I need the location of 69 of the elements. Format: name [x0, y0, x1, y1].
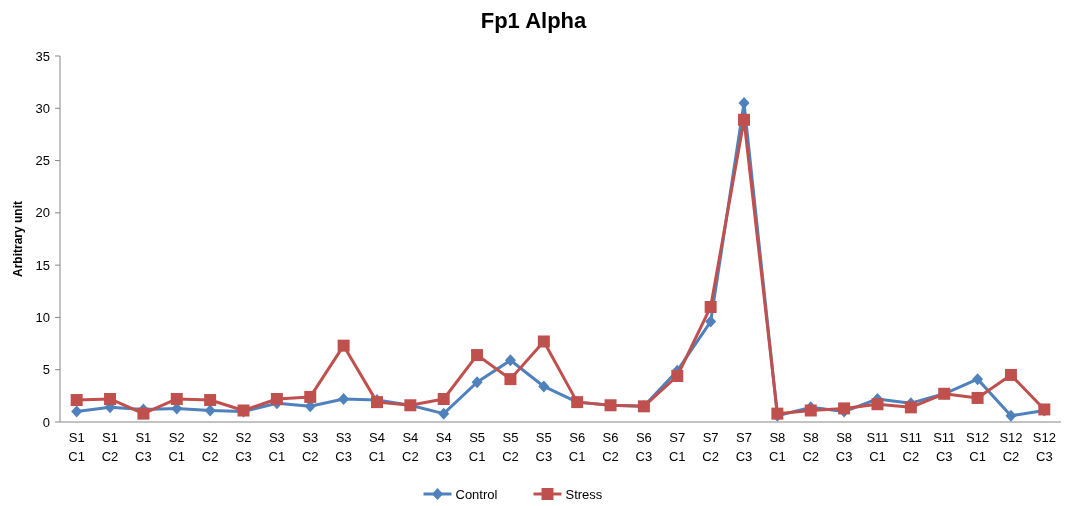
point [971, 391, 984, 404]
y-tick-label: 5 [42, 362, 50, 378]
y-tick-label: 15 [35, 257, 50, 273]
x-tick-label: S1 C2 [101, 430, 119, 464]
y-axis-title: Arbitrary unit [11, 200, 25, 278]
x-tick-label: S6 C1 [568, 430, 586, 464]
point [704, 300, 717, 313]
point [1005, 409, 1017, 422]
point [738, 113, 751, 126]
x-tick-label: S7 C3 [735, 430, 753, 464]
y-tick-label: 30 [35, 100, 50, 116]
x-tick-label: S12 C1 [966, 430, 990, 464]
point [537, 335, 550, 348]
x-tick-label: S3 C2 [301, 430, 319, 464]
point [170, 392, 183, 405]
chart-title: Fp1 Alpha [480, 8, 588, 33]
point [972, 373, 984, 386]
point [204, 394, 217, 407]
point [337, 339, 350, 352]
x-tick-label: S1 C3 [135, 430, 152, 464]
point [705, 315, 717, 328]
x-tick-label: S2 C3 [235, 430, 252, 464]
x-tick-label: S12 C2 [999, 430, 1023, 464]
x-tick-label: S8 C1 [769, 430, 786, 464]
point [504, 373, 517, 386]
x-tick-label: S5 C1 [468, 430, 486, 464]
point [71, 405, 83, 418]
y-tick-label: 10 [35, 309, 50, 325]
point [1004, 368, 1017, 381]
point [538, 380, 550, 393]
point [504, 354, 516, 367]
x-tick-label: S12 C3 [1032, 430, 1056, 464]
point [438, 407, 450, 420]
x-tick-label: S6 C3 [635, 430, 653, 464]
point [70, 394, 83, 407]
x-tick-label: S4 C1 [368, 430, 386, 464]
x-tick-label: S4 C3 [435, 430, 453, 464]
point [471, 376, 483, 389]
x-tick-label: S2 C1 [168, 430, 186, 464]
x-tick-label: S2 C2 [201, 430, 219, 464]
legend-label: Stress [565, 486, 603, 502]
x-tick-label: S8 C2 [802, 430, 820, 464]
point [270, 392, 283, 405]
legend-label: Control [455, 486, 498, 502]
point [671, 369, 684, 382]
x-tick-label: S7 C1 [668, 430, 686, 464]
point [437, 392, 450, 405]
point [471, 349, 484, 362]
point [871, 398, 884, 411]
x-tick-label: S8 C3 [835, 430, 853, 464]
x-tick-label: S3 C1 [268, 430, 286, 464]
point [104, 392, 117, 405]
y-tick-label: 35 [35, 48, 50, 64]
y-tick-label: 20 [35, 205, 50, 221]
point [137, 407, 150, 420]
y-tick-label: 25 [35, 153, 50, 169]
x-tick-label: S5 C2 [502, 430, 519, 464]
point [304, 390, 317, 403]
x-tick-label: S4 C2 [402, 430, 419, 464]
point [904, 401, 917, 414]
x-tick-label: S7 C2 [702, 430, 719, 464]
x-tick-label: S6 C2 [602, 430, 619, 464]
x-tick-label: S1 C1 [68, 430, 85, 464]
y-tick-label: 0 [42, 414, 50, 430]
x-tick-label: S11 C1 [866, 430, 889, 464]
x-tick-label: S11 C3 [933, 430, 956, 464]
x-tick-label: S3 C3 [335, 430, 352, 464]
x-tick-label: S11 C2 [899, 430, 922, 464]
x-tick-label: S5 C3 [535, 430, 553, 464]
